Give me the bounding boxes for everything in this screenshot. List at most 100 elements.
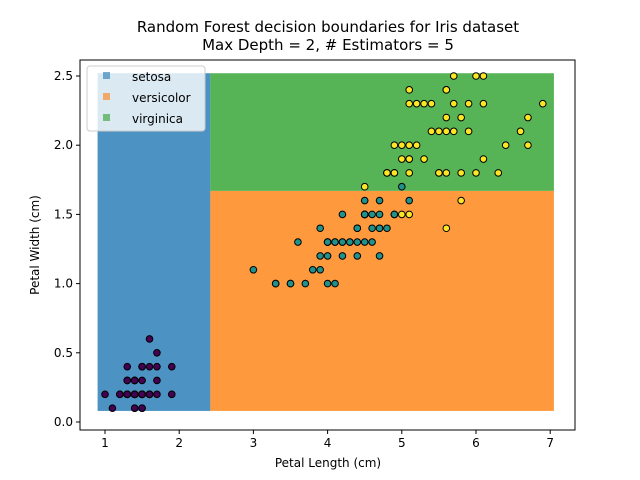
- point-versicolor: [353, 238, 362, 246]
- point-virginica: [405, 141, 414, 149]
- chart-title: Random Forest decision boundaries for Ir…: [137, 18, 519, 36]
- point-versicolor: [294, 238, 302, 246]
- point-setosa: [138, 390, 146, 399]
- point-versicolor: [249, 265, 258, 274]
- y-tick-label: 2.5: [54, 69, 73, 83]
- point-versicolor: [271, 279, 280, 288]
- point-setosa: [130, 390, 139, 399]
- x-tick-label: 4: [324, 436, 332, 450]
- point-setosa: [153, 349, 161, 357]
- point-setosa: [138, 376, 146, 385]
- point-virginica: [442, 86, 451, 94]
- point-setosa: [145, 335, 154, 343]
- point-setosa: [123, 362, 132, 371]
- region-virginica: [210, 73, 554, 191]
- x-tick-label: 3: [250, 436, 258, 450]
- point-virginica: [524, 141, 532, 149]
- point-setosa: [138, 362, 146, 371]
- x-tick-label: 6: [472, 436, 480, 450]
- point-virginica: [398, 210, 406, 219]
- point-setosa: [123, 390, 132, 399]
- point-virginica: [405, 86, 414, 94]
- point-setosa: [153, 376, 161, 385]
- point-virginica: [472, 169, 480, 177]
- legend-label-setosa: setosa: [132, 70, 171, 84]
- point-virginica: [501, 141, 510, 149]
- point-versicolor: [360, 196, 369, 205]
- point-setosa: [145, 362, 154, 371]
- y-axis: 0.0 0.5 1.0 1.5 2.0 2.5: [54, 69, 80, 429]
- point-virginica: [405, 169, 414, 177]
- region-versicolor: [210, 190, 554, 411]
- point-virginica: [479, 155, 488, 163]
- point-versicolor: [308, 265, 317, 274]
- legend-swatch-virginica: [103, 114, 110, 121]
- chart-subtitle: Max Depth = 2, # Estimators = 5: [202, 36, 454, 54]
- point-versicolor: [316, 252, 324, 260]
- point-virginica: [442, 113, 451, 122]
- point-versicolor: [375, 210, 384, 219]
- point-virginica: [420, 99, 428, 108]
- point-setosa: [108, 404, 117, 412]
- point-setosa: [138, 404, 146, 412]
- y-tick-label: 2.0: [54, 138, 73, 152]
- y-tick-label: 0.0: [54, 415, 73, 429]
- point-versicolor: [360, 210, 369, 219]
- point-setosa: [116, 390, 124, 399]
- point-virginica: [442, 224, 451, 233]
- x-tick-label: 1: [101, 436, 109, 450]
- point-versicolor: [286, 279, 295, 288]
- point-virginica: [427, 99, 436, 108]
- point-versicolor: [375, 252, 384, 260]
- data-points: [101, 72, 547, 412]
- point-versicolor: [368, 224, 376, 233]
- point-setosa: [130, 376, 139, 385]
- y-tick-label: 0.5: [54, 346, 73, 360]
- point-versicolor: [390, 210, 399, 219]
- point-versicolor: [338, 238, 347, 246]
- point-virginica: [412, 99, 421, 108]
- point-virginica: [390, 141, 399, 149]
- x-tick-label: 7: [546, 436, 554, 450]
- point-versicolor: [383, 224, 391, 233]
- point-versicolor: [323, 279, 332, 288]
- point-setosa: [153, 390, 161, 399]
- legend-box: [86, 65, 206, 132]
- point-virginica: [383, 169, 391, 177]
- point-virginica: [435, 127, 443, 136]
- point-versicolor: [331, 238, 339, 246]
- point-setosa: [101, 390, 109, 399]
- point-virginica: [449, 99, 458, 108]
- point-virginica: [457, 113, 465, 122]
- point-virginica: [479, 99, 488, 108]
- point-setosa: [153, 362, 161, 371]
- x-axis: 1 2 3 4 5 6 7: [101, 430, 554, 450]
- point-versicolor: [398, 182, 406, 191]
- point-virginica: [442, 127, 451, 136]
- point-virginica: [398, 155, 406, 163]
- point-virginica: [472, 72, 480, 80]
- point-virginica: [435, 169, 443, 177]
- y-tick-label: 1.0: [54, 277, 73, 291]
- point-versicolor: [301, 279, 310, 288]
- point-versicolor: [353, 252, 362, 260]
- legend-swatch-versicolor: [103, 93, 110, 100]
- point-virginica: [464, 127, 473, 136]
- y-axis-label: Petal Width (cm): [28, 195, 42, 295]
- point-virginica: [405, 99, 414, 108]
- point-versicolor: [368, 238, 376, 246]
- point-setosa: [123, 376, 132, 385]
- x-axis-label: Petal Length (cm): [275, 456, 381, 470]
- point-versicolor: [375, 224, 384, 233]
- point-virginica: [442, 169, 451, 177]
- point-versicolor: [346, 238, 354, 246]
- point-versicolor: [375, 196, 384, 205]
- x-tick-label: 5: [398, 436, 406, 450]
- point-versicolor: [368, 210, 376, 219]
- point-virginica: [457, 169, 465, 177]
- point-versicolor: [316, 224, 324, 233]
- legend-label-versicolor: versicolor: [132, 91, 191, 105]
- y-tick-label: 1.5: [54, 207, 73, 221]
- point-versicolor: [360, 238, 369, 246]
- point-virginica: [360, 182, 369, 191]
